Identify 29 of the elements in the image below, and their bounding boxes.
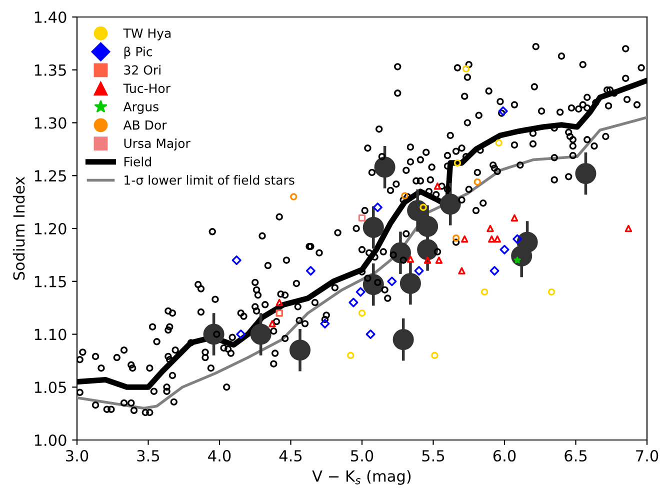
legend-label: AB Dor <box>123 120 167 130</box>
legend-label: TW Hya <box>123 28 171 40</box>
y-tick-label: 1.05 <box>34 382 66 394</box>
x-tick-label: 3.5 <box>137 450 160 462</box>
y-tick-label: 1.25 <box>34 170 66 182</box>
y-tick-label: 1.30 <box>34 117 66 129</box>
x-tick-label: 7.0 <box>636 450 658 462</box>
legend-label: Field <box>124 156 151 166</box>
legend-label: Ursa Major <box>124 138 190 151</box>
x-axis-title: V − K$_{s}$ (mag) <box>312 470 411 485</box>
x-tick-label: 5.0 <box>351 450 374 462</box>
legend-label: Argus <box>123 102 158 114</box>
legend-label: 1-σ lower limit of field stars <box>124 175 294 185</box>
y-tick-label: 1.00 <box>34 434 66 446</box>
x-tick-label: 4.5 <box>279 450 302 462</box>
legend-label: 32 Ori <box>124 65 160 75</box>
x-tick-label: 3.0 <box>66 450 88 462</box>
y-tick-label: 1.15 <box>34 276 66 288</box>
legend-label: Tuc-Hor <box>123 84 170 94</box>
y-axis-title: Sodium Index <box>12 176 25 280</box>
x-tick-label: 6.5 <box>564 450 587 462</box>
legend-label: β Pic <box>124 46 152 59</box>
y-tick-label: 1.35 <box>34 64 66 76</box>
y-tick-label: 1.40 <box>34 11 66 24</box>
y-tick-label: 1.10 <box>34 328 66 340</box>
x-tick-label: 4.0 <box>208 450 231 462</box>
x-tick-label: 6.0 <box>493 450 516 462</box>
y-tick-label: 1.20 <box>34 222 66 235</box>
x-tick-label: 5.5 <box>422 450 444 462</box>
